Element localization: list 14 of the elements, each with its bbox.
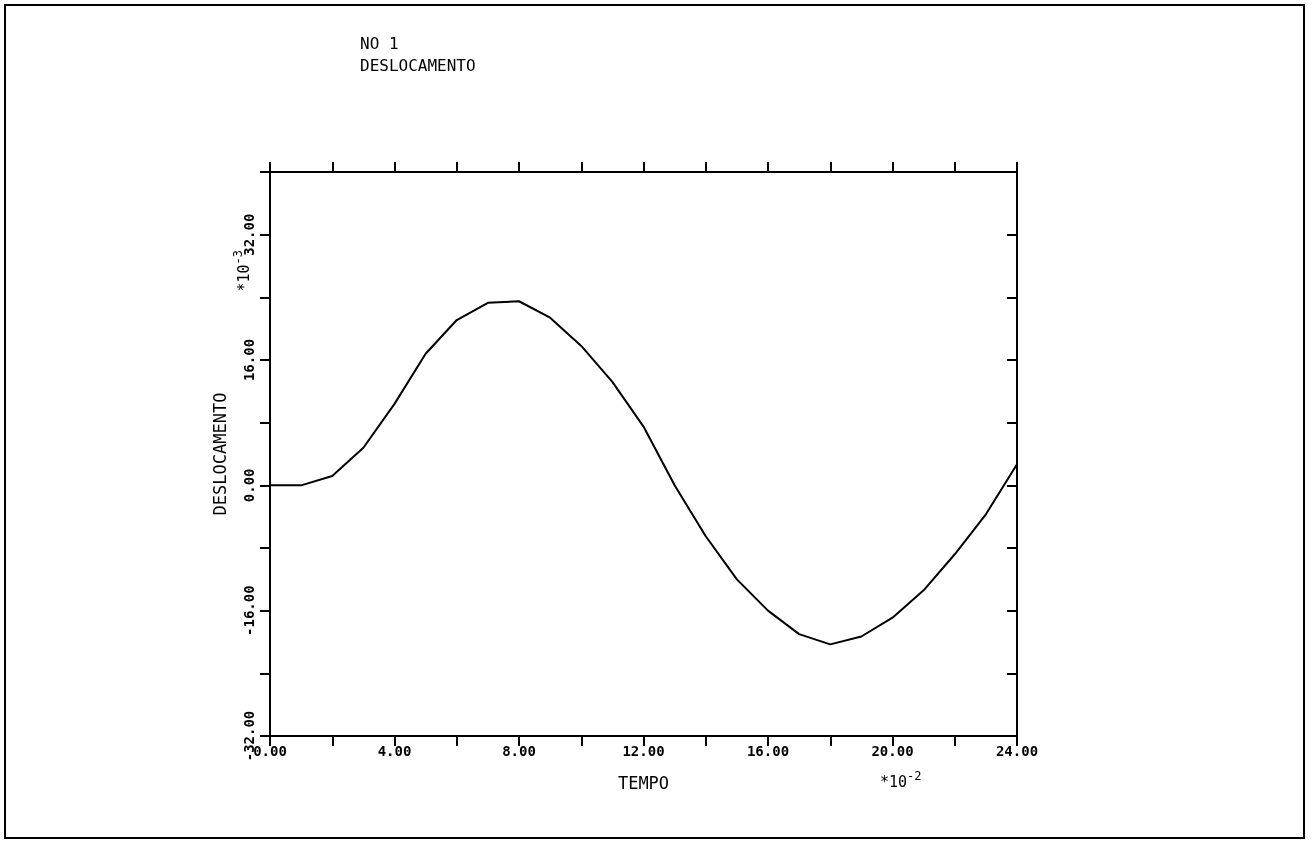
y-axis-title: DESLOCAMENTO xyxy=(209,392,230,516)
x-tick-label: 8.00 xyxy=(502,743,536,759)
x-tick-label: 24.00 xyxy=(995,743,1039,759)
x-tick-label: 16.00 xyxy=(746,743,790,759)
y-tick-label: 16.00 xyxy=(241,338,257,382)
y-tick-label: 0.00 xyxy=(241,468,257,503)
x-tick-label: 12.00 xyxy=(622,743,665,759)
y-tick-label: -16.00 xyxy=(241,585,257,636)
x-axis-title: TEMPO xyxy=(617,772,670,793)
chart-title: NO 1 xyxy=(360,33,399,53)
chart-subtitle: DESLOCAMENTO xyxy=(360,55,476,75)
x-tick-label: 4.00 xyxy=(377,743,412,759)
x-tick-label: 20.00 xyxy=(871,743,914,759)
y-tick-label: 32.00 xyxy=(241,213,257,256)
